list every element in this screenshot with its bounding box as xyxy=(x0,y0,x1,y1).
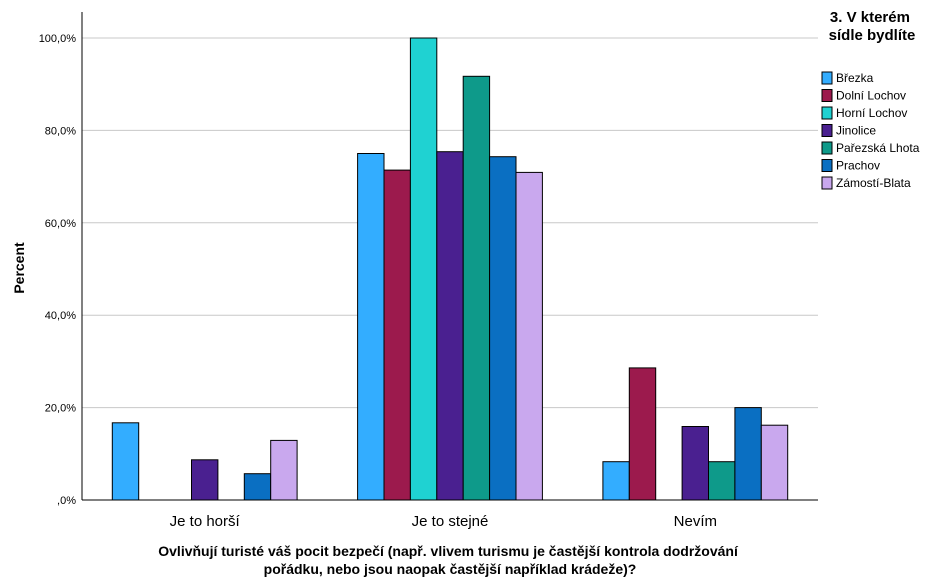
x-category-label: Je to stejné xyxy=(412,513,489,530)
x-category-label: Nevím xyxy=(674,513,717,530)
y-tick-label: 40,0% xyxy=(45,310,76,322)
y-tick-label: ,0% xyxy=(57,495,76,507)
bar xyxy=(191,459,219,501)
legend-label: Prachov xyxy=(836,159,880,173)
legend-label: Březka xyxy=(836,71,874,85)
legend-label: Horní Lochov xyxy=(836,106,907,120)
bar xyxy=(602,461,630,501)
bar xyxy=(270,439,298,501)
legend-title-line-2: sídle bydlíte xyxy=(829,27,916,44)
bar xyxy=(760,424,789,501)
bar xyxy=(734,407,762,501)
bar xyxy=(111,422,140,501)
legend-title-line-1: 3. V kterém xyxy=(830,9,910,26)
y-tick-label: 60,0% xyxy=(45,218,76,230)
legend-swatch xyxy=(821,159,833,172)
legend-swatch xyxy=(821,89,833,102)
legend-swatch xyxy=(821,106,833,120)
legend: 3. V kterém sídle bydlíte Březka Dolní Lo… xyxy=(821,9,920,190)
y-tick-label: 20,0% xyxy=(45,403,76,415)
legend-label: Zámostí-Blata xyxy=(836,176,911,190)
bar xyxy=(383,169,411,501)
bar xyxy=(243,473,272,501)
x-category-labels: Je to horší Je to stejné Nevím xyxy=(170,513,717,530)
bar xyxy=(436,151,464,501)
bar xyxy=(357,153,385,501)
legend-items: Březka Dolní Lochov Horní Lochov Jinolice Pa… xyxy=(821,71,920,190)
x-axis-title: Ovlivňují turisté váš pocit bezpečí (nap… xyxy=(158,543,742,577)
x-axis-title-line-1: Ovlivňují turisté váš pocit bezpečí (nap… xyxy=(158,543,739,559)
legend-swatch xyxy=(821,71,833,85)
legend-label: Dolní Lochov xyxy=(836,89,906,103)
legend-label: Pařezská Lhota xyxy=(836,141,920,155)
legend-swatch xyxy=(821,124,833,137)
bar xyxy=(628,367,657,501)
axes xyxy=(81,12,818,501)
y-axis-title: Percent xyxy=(11,242,27,294)
bar xyxy=(409,37,438,501)
y-tick-labels: ,0% 20,0% 40,0% 60,0% 80,0% 100,0% xyxy=(39,33,77,507)
bar xyxy=(462,75,491,501)
legend-swatch xyxy=(821,141,833,155)
bars xyxy=(111,37,789,501)
bar xyxy=(681,426,709,501)
bar xyxy=(489,156,517,501)
y-tick-label: 100,0% xyxy=(39,33,77,45)
x-axis-title-line-2: pořádku, nebo jsou naopak častější napří… xyxy=(264,561,637,577)
bar xyxy=(515,171,543,501)
x-category-label: Je to horší xyxy=(170,513,241,530)
y-tick-label: 80,0% xyxy=(45,125,76,137)
legend-title: 3. V kterém sídle bydlíte xyxy=(829,9,916,44)
bar xyxy=(708,461,736,501)
legend-swatch xyxy=(821,176,833,190)
legend-label: Jinolice xyxy=(836,124,876,138)
